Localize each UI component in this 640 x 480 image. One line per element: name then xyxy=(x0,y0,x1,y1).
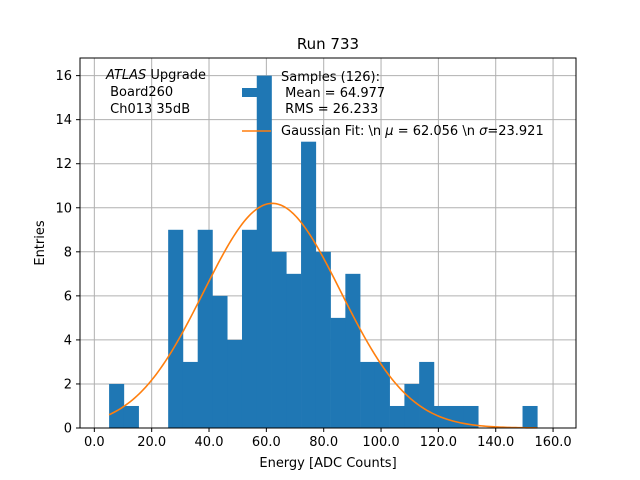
legend-histogram-swatch xyxy=(242,88,261,97)
y-tick-label: 14 xyxy=(55,113,72,128)
y-tick-label: 6 xyxy=(64,289,72,304)
x-axis-label: Energy [ADC Counts] xyxy=(259,456,396,471)
histogram-bar xyxy=(212,295,228,428)
histogram-bar xyxy=(389,405,405,428)
gaussian-fit-curve xyxy=(108,202,538,429)
histogram-bars xyxy=(109,75,538,428)
histogram-bar xyxy=(286,273,302,428)
histogram-bar xyxy=(330,317,346,428)
annotation-line-2: Board260 xyxy=(106,85,173,100)
chart-title: Run 733 xyxy=(297,35,359,53)
x-tick-label: 40.0 xyxy=(195,435,224,450)
y-axis-label: Entries xyxy=(33,220,48,266)
y-tick-label: 12 xyxy=(55,157,72,172)
histogram-bar xyxy=(522,405,538,428)
y-tick-label: 2 xyxy=(64,377,72,392)
histogram-bar xyxy=(256,75,272,428)
x-tick-label: 100.0 xyxy=(362,435,399,450)
y-tick-label: 10 xyxy=(55,201,72,216)
histogram-bar xyxy=(374,361,390,428)
y-tick-label: 8 xyxy=(64,245,72,260)
histogram-bar xyxy=(109,383,125,428)
y-tick-label: 4 xyxy=(64,333,72,348)
annotation-line-3: Ch013 35dB xyxy=(106,102,190,117)
histogram-bar xyxy=(404,383,420,428)
atlas-annotation: ATLAS Upgrade Board260 Ch013 35dB xyxy=(105,68,206,117)
x-tick-label: 120.0 xyxy=(420,435,457,450)
histogram-bar xyxy=(448,405,464,428)
x-ticks: 0.0 20.0 40.0 60.0 80.0 100.0 120.0 140.0 160.0 xyxy=(84,428,572,450)
histogram-bar xyxy=(315,251,331,428)
histogram-bar xyxy=(301,141,317,428)
histogram-bar xyxy=(345,273,361,428)
histogram-bar xyxy=(419,361,435,428)
y-tick-label: 16 xyxy=(55,69,72,84)
x-tick-label: 0.0 xyxy=(84,435,105,450)
histogram-bar xyxy=(360,361,376,428)
x-tick-label: 60.0 xyxy=(252,435,281,450)
legend-samples-line-2: Mean = 64.977 xyxy=(281,86,385,101)
histogram-bar xyxy=(123,405,139,428)
histogram-bar xyxy=(271,251,287,428)
annotation-line-1: ATLAS Upgrade xyxy=(105,68,206,83)
x-tick-label: 160.0 xyxy=(534,435,571,450)
y-ticks: 0 2 4 6 8 10 12 14 16 xyxy=(55,69,80,437)
x-tick-label: 140.0 xyxy=(477,435,514,450)
legend-samples-line-1: Samples (126): xyxy=(281,70,380,85)
histogram-bar xyxy=(241,229,258,428)
histogram-bar xyxy=(227,339,243,428)
legend: Samples (126): Mean = 64.977 RMS = 26.23… xyxy=(242,70,544,139)
histogram-bar xyxy=(168,229,184,428)
legend-fit-label: Gaussian Fit: \n μ = 62.056 \n σ=23.921 xyxy=(281,124,544,139)
y-tick-label: 0 xyxy=(64,422,72,437)
plot-frame xyxy=(79,57,577,429)
histogram-bar xyxy=(182,361,198,428)
histogram-bar xyxy=(463,405,479,428)
histogram-bar xyxy=(197,229,213,428)
x-tick-label: 80.0 xyxy=(309,435,338,450)
x-tick-label: 20.0 xyxy=(137,435,166,450)
legend-samples-line-3: RMS = 26.233 xyxy=(281,102,378,117)
